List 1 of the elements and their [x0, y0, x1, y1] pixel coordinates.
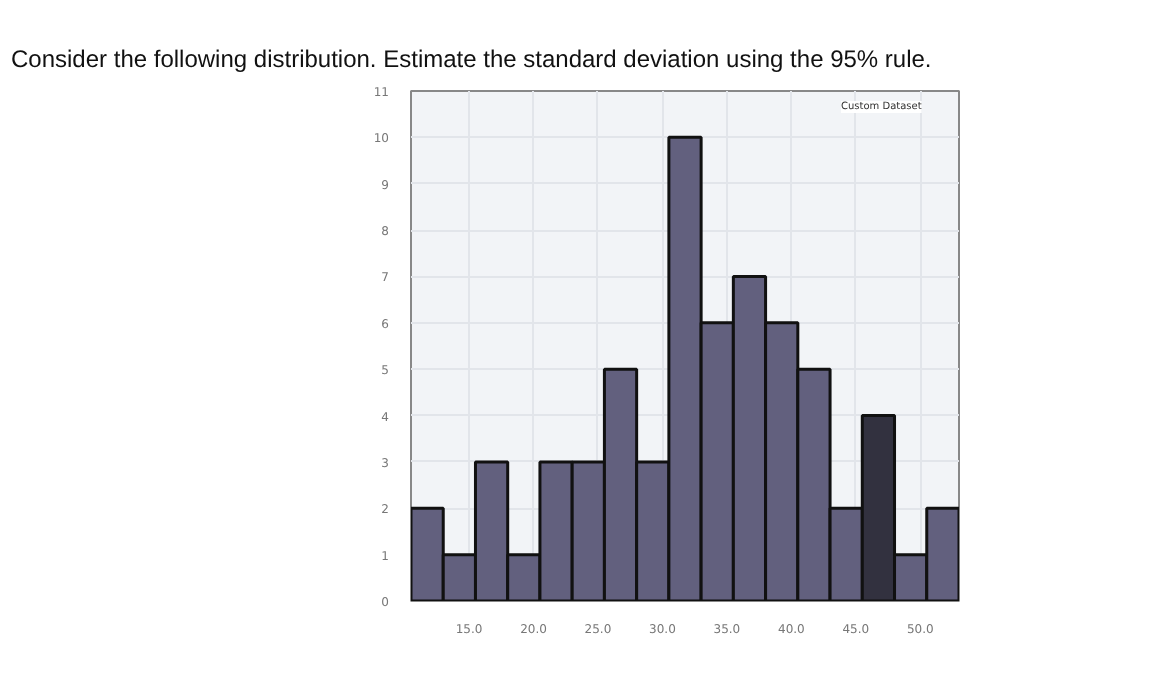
chart-title: Consider the following distribution. Estimate the standard deviation using the 95% rule.	[11, 45, 932, 73]
